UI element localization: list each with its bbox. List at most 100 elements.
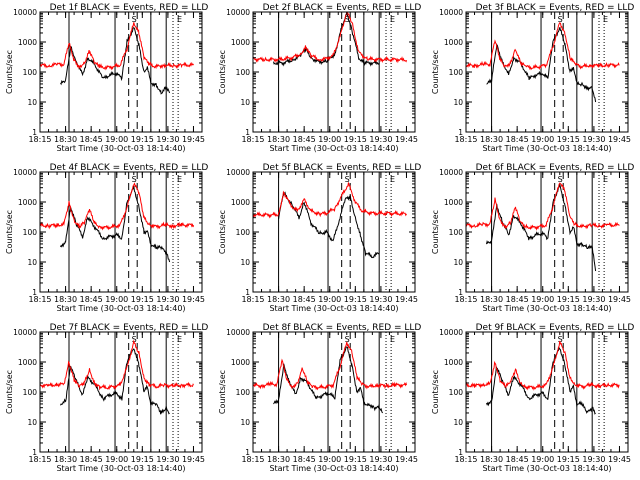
region-label-start: S: [345, 335, 350, 344]
y-axis-label: Counts/sec: [5, 50, 14, 94]
y-tick-label: 10000: [13, 328, 37, 337]
region-label-start: S: [132, 335, 137, 344]
x-tick-label: 19:00: [318, 135, 341, 144]
region-label-end: E: [177, 175, 182, 184]
x-axis-label: Start Time (30-Oct-03 18:14:40): [56, 304, 185, 313]
x-tick-label: 18:45: [506, 455, 529, 464]
detector-panel-5: Det 5f BLACK = Events, RED = LLD S E 1 10 100…: [218, 163, 421, 313]
y-axis-label: Counts/sec: [5, 210, 14, 254]
panel-title: Det 2f BLACK = Events, RED = LLD: [263, 3, 422, 13]
y-tick-label: 10: [27, 258, 37, 267]
x-tick-label: 19:30: [156, 135, 179, 144]
lld-series-line: [466, 182, 620, 231]
x-tick-label: 19:45: [608, 455, 631, 464]
x-tick-label: 19:30: [582, 295, 605, 304]
x-tick-label: 19:00: [318, 295, 341, 304]
detector-panel-8: Det 8f BLACK = Events, RED = LLD S E 1 10 100…: [218, 323, 421, 473]
y-tick-label: 10000: [226, 328, 250, 337]
x-tick-label: 18:45: [293, 295, 316, 304]
y-axis-label: Counts/sec: [431, 370, 440, 414]
x-axis-label: Start Time (30-Oct-03 18:14:40): [56, 464, 185, 473]
panel-data: [40, 22, 194, 95]
y-tick-label: 1: [245, 288, 250, 297]
y-tick-label: 1: [245, 128, 250, 137]
region-label-start: S: [132, 175, 137, 184]
y-tick-label: 1: [32, 448, 37, 457]
y-tick-label: 10000: [226, 8, 250, 17]
y-tick-label: 100: [449, 388, 464, 397]
panel-title: Det 7f BLACK = Events, RED = LLD: [50, 323, 209, 333]
x-tick-label: 18:15: [454, 455, 477, 464]
x-tick-label: 18:15: [28, 295, 51, 304]
y-tick-label: 100: [23, 228, 38, 237]
panel-title: Det 6f BLACK = Events, RED = LLD: [476, 163, 635, 173]
y-tick-label: 1000: [444, 358, 463, 367]
region-label-start: S: [345, 15, 350, 24]
x-tick-label: 19:30: [369, 455, 392, 464]
x-tick-label: 19:30: [156, 455, 179, 464]
x-tick-label: 19:45: [608, 135, 631, 144]
x-tick-label: 18:15: [28, 135, 51, 144]
region-label-start: S: [345, 175, 350, 184]
y-tick-label: 100: [23, 388, 38, 397]
y-tick-label: 10: [453, 98, 463, 107]
panel-data: [253, 341, 407, 414]
x-tick-label: 19:15: [131, 135, 154, 144]
region-label-start: S: [558, 15, 563, 24]
y-tick-label: 100: [23, 68, 38, 77]
x-tick-label: 18:15: [454, 135, 477, 144]
panel-data: [253, 182, 407, 259]
region-label-start: S: [558, 175, 563, 184]
y-tick-label: 1000: [231, 358, 250, 367]
region-label-end: E: [390, 335, 395, 344]
panel-title: Det 4f BLACK = Events, RED = LLD: [50, 163, 209, 173]
y-tick-label: 10000: [13, 168, 37, 177]
x-tick-label: 19:00: [105, 455, 128, 464]
y-tick-label: 1000: [18, 38, 37, 47]
x-axis-label: Start Time (30-Oct-03 18:14:40): [56, 144, 185, 153]
y-tick-label: 1000: [444, 198, 463, 207]
y-tick-label: 10: [240, 258, 250, 267]
lld-series-line: [253, 12, 407, 64]
panel-data: [466, 22, 620, 103]
lld-series-line: [466, 22, 620, 71]
y-axis-label: Counts/sec: [431, 50, 440, 94]
y-tick-label: 10: [453, 418, 463, 427]
detector-panel-7: Det 7f BLACK = Events, RED = LLD S E 1 10 100…: [5, 323, 208, 473]
x-tick-label: 19:45: [182, 135, 205, 144]
lld-series-line: [253, 341, 407, 391]
region-label-end: E: [603, 175, 608, 184]
x-tick-label: 19:15: [557, 295, 580, 304]
x-tick-label: 19:45: [608, 295, 631, 304]
x-tick-label: 19:15: [344, 455, 367, 464]
x-tick-label: 19:00: [318, 455, 341, 464]
x-tick-label: 19:30: [582, 455, 605, 464]
y-tick-label: 100: [236, 228, 251, 237]
y-tick-label: 100: [236, 388, 251, 397]
x-tick-label: 18:30: [267, 455, 290, 464]
x-tick-label: 19:15: [131, 295, 154, 304]
x-tick-label: 19:45: [182, 295, 205, 304]
detector-panel-3: Det 3f BLACK = Events, RED = LLD S E 1 10 100…: [431, 3, 634, 153]
x-tick-label: 19:45: [395, 295, 418, 304]
x-tick-label: 19:00: [105, 135, 128, 144]
y-tick-label: 1: [245, 448, 250, 457]
x-axis-label: Start Time (30-Oct-03 18:14:40): [482, 144, 611, 153]
panel-title: Det 9f BLACK = Events, RED = LLD: [476, 323, 635, 333]
y-tick-label: 1000: [231, 38, 250, 47]
panel-title: Det 5f BLACK = Events, RED = LLD: [263, 163, 422, 173]
y-tick-label: 10000: [226, 168, 250, 177]
region-label-end: E: [390, 175, 395, 184]
x-tick-label: 18:30: [54, 135, 77, 144]
y-tick-label: 1: [458, 128, 463, 137]
x-tick-label: 18:30: [480, 455, 503, 464]
region-label-end: E: [603, 335, 608, 344]
y-axis-label: Counts/sec: [5, 370, 14, 414]
x-tick-label: 18:30: [480, 135, 503, 144]
x-axis-label: Start Time (30-Oct-03 18:14:40): [269, 464, 398, 473]
x-tick-label: 19:00: [105, 295, 128, 304]
x-tick-label: 19:15: [344, 135, 367, 144]
detector-panel-1: Det 1f BLACK = Events, RED = LLD S E 1 10 100…: [5, 3, 208, 153]
y-tick-label: 10: [240, 418, 250, 427]
